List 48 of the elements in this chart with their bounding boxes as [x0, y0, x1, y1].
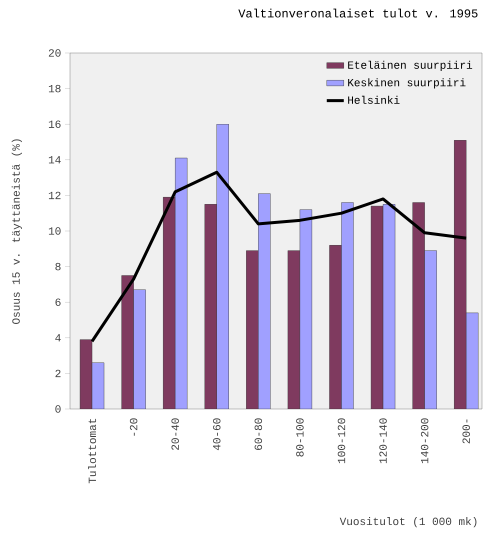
y-tick-label: 6 — [56, 298, 61, 306]
y-tick-label: 8 — [55, 262, 61, 270]
chart-title: Valtionveronalaiset tulot v. 1995 — [238, 8, 478, 18]
bar — [80, 339, 92, 409]
x-tick-label: 100-120 — [338, 418, 346, 464]
bar — [216, 124, 229, 409]
legend-label: Helsinki — [348, 96, 400, 104]
y-tick-label: 0 — [55, 405, 61, 413]
y-tick-label: 12 — [48, 192, 61, 200]
bar — [300, 209, 312, 409]
x-tick-label: -20 — [130, 418, 138, 436]
bar — [454, 140, 466, 409]
x-tick-label: 80-100 — [296, 418, 304, 457]
bar — [258, 193, 271, 409]
x-tick-label: Tulottomat — [88, 418, 96, 484]
bar — [424, 250, 437, 409]
bar — [204, 204, 217, 409]
y-tick-label: 10 — [48, 227, 61, 235]
bar — [412, 202, 425, 409]
bar — [382, 204, 396, 409]
bar — [174, 158, 188, 409]
bar — [341, 202, 354, 409]
bar — [92, 362, 104, 409]
x-tick-label: 200- — [462, 420, 470, 444]
legend-label: Keskinen suurpiiri — [348, 78, 466, 89]
bar — [134, 290, 146, 409]
y-tick-label: 14 — [48, 156, 61, 164]
y-axis-title: Osuus 15 v. täyttäneistä (%) — [12, 139, 22, 324]
bar — [246, 250, 259, 409]
bar — [466, 312, 478, 409]
bar — [370, 206, 384, 409]
bar — [288, 250, 300, 409]
x-tick-label: 20-40 — [171, 418, 179, 450]
x-tick-label: 60-80 — [254, 418, 262, 450]
y-tick-label: 18 — [48, 84, 61, 92]
x-tick-label: 120-140 — [379, 418, 387, 464]
bar — [329, 245, 342, 409]
x-tick-label: 40-60 — [213, 418, 220, 450]
y-tick-label: 20 — [48, 49, 61, 57]
y-tick-label: 2 — [55, 370, 61, 378]
x-tick-label: 140-200 — [420, 418, 428, 464]
line-series — [90, 170, 468, 343]
legend-label: Eteläinen suurpiiri — [348, 60, 472, 71]
x-axis-title: Vuositulot (1 000 mk) — [340, 517, 476, 528]
y-tick-label: 16 — [48, 120, 61, 128]
bar — [122, 276, 134, 409]
bar — [162, 196, 176, 409]
y-tick-label: 4 — [55, 334, 61, 342]
